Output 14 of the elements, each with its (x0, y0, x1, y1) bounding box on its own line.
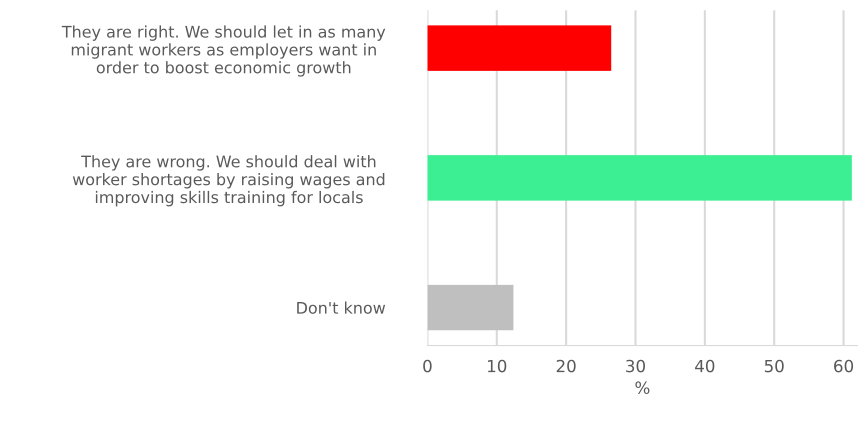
bar (427, 25, 612, 71)
x-tick-label: 10 (488, 360, 506, 372)
y-tick-label: Don't know (297, 302, 386, 314)
x-tick-label: 30 (626, 360, 645, 372)
x-tick-label: 0 (423, 360, 432, 372)
x-tick-label: 40 (695, 360, 714, 372)
y-tick-label: They are wrong. We should deal with worker shortages by raising wages and improving skills training for locals (72, 155, 384, 206)
x-axis-title: % (635, 381, 650, 394)
bar (427, 284, 514, 330)
x-tick-label: 60 (834, 360, 854, 372)
x-tick-label: 50 (764, 360, 784, 372)
x-tick-label: 20 (556, 360, 576, 372)
bar (427, 155, 852, 201)
y-tick-label: They are right. We should let in as many migrant workers as employers want in order to boost economic growth (62, 25, 386, 77)
